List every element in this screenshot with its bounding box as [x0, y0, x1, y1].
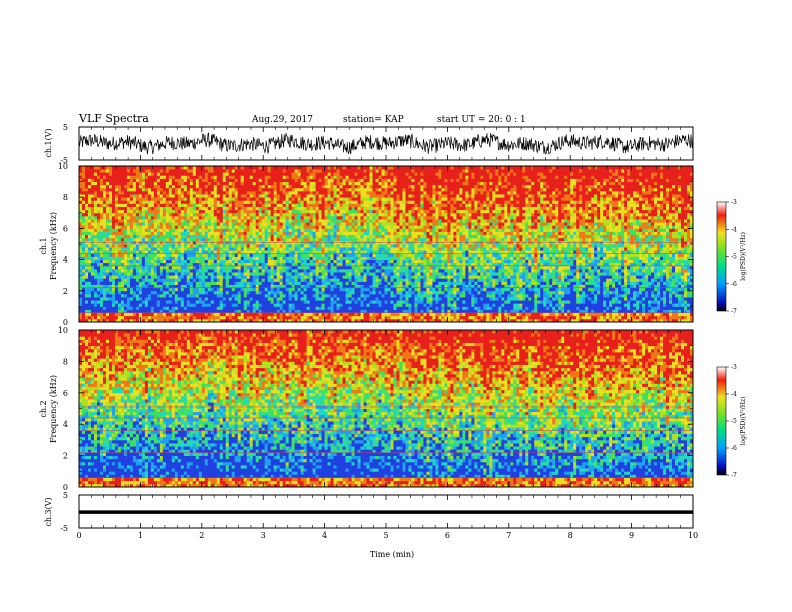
colorbar-tick-label: -6	[731, 281, 737, 288]
y-tick-label: 5	[63, 491, 68, 500]
spectrogram-cells	[79, 166, 693, 322]
ch1-waveform-panel: 5-5	[60, 123, 693, 165]
y-tick-label: 4	[63, 256, 68, 265]
colorbar-scale	[717, 202, 726, 311]
x-axis-label: Time (min)	[370, 550, 414, 559]
ch1-colorbar: -3 -4 -5 -6 -7 log(PSD)(V²/Hz)	[717, 199, 747, 315]
ch1-spectrogram-ylabel-channel: ch.1	[39, 237, 48, 254]
x-tick-label: 10	[688, 531, 698, 540]
y-tick-label: 5	[63, 123, 68, 132]
x-tick-label: 7	[506, 531, 511, 540]
colorbar-tick-label: -5	[731, 254, 737, 261]
colorbar-scale	[717, 367, 726, 475]
colorbar-tick-label: -7	[731, 472, 737, 479]
ch1-waveform-line	[79, 133, 693, 154]
colorbar-tick-label: -4	[731, 226, 737, 233]
station-label: station= KAP	[343, 115, 404, 125]
y-tick-label: 6	[63, 389, 68, 398]
colorbar-tick-label: -5	[731, 418, 737, 425]
ch2-spectrogram-ylabel-channel: ch.2	[39, 400, 48, 417]
y-tick-label: 6	[63, 224, 68, 233]
y-tick-label: 10	[58, 162, 68, 171]
figure-title: VLF Spectra	[78, 112, 149, 125]
spectrogram-cells	[79, 330, 693, 487]
x-tick-label: 5	[383, 531, 388, 540]
ch1-spectrogram-ylabel-freq: Frequency (kHz)	[49, 212, 58, 280]
colorbar-label: log(PSD)(V²/Hz)	[740, 232, 747, 281]
colorbar-tick-label: -3	[731, 364, 737, 371]
x-tick-label: 1	[138, 531, 143, 540]
x-tick-label: 9	[629, 531, 634, 540]
y-tick-label: 8	[63, 193, 68, 202]
x-tick-label: 8	[568, 531, 573, 540]
y-tick-label: 8	[63, 357, 68, 366]
y-tick-label: 2	[63, 287, 68, 296]
y-tick-label: -5	[60, 524, 68, 533]
colorbar-tick-label: -3	[731, 199, 737, 206]
colorbar-tick-label: -4	[731, 391, 737, 398]
colorbar-tick-label: -7	[731, 308, 737, 315]
colorbar-tick-label: -6	[731, 445, 737, 452]
x-tick-label: 4	[322, 531, 327, 540]
date-label: Aug.29, 2017	[251, 115, 313, 125]
x-tick-label: 3	[261, 531, 266, 540]
start-time-label: start UT = 20: 0 : 1	[437, 115, 526, 125]
ch2-colorbar: -3 -4 -5 -6 -7 log(PSD)(V²/Hz)	[717, 364, 747, 479]
x-tick-label: 2	[199, 531, 204, 540]
ch3-waveform-ylabel: ch.3(V)	[44, 497, 53, 526]
y-tick-label: 10	[58, 326, 68, 335]
x-tick-label: 0	[76, 531, 81, 540]
ch1-waveform-ylabel: ch.1(V)	[44, 128, 53, 157]
colorbar-label: log(PSD)(V²/Hz)	[740, 397, 747, 446]
ch2-spectrogram-ylabel-freq: Frequency (kHz)	[49, 375, 58, 443]
ch3-waveform-panel: 5 -5 0 1 2 3 4 5 6 7 8 9 10	[60, 491, 698, 540]
y-tick-label: 2	[63, 452, 68, 461]
x-tick-label: 6	[445, 531, 450, 540]
y-tick-label: 4	[63, 420, 68, 429]
